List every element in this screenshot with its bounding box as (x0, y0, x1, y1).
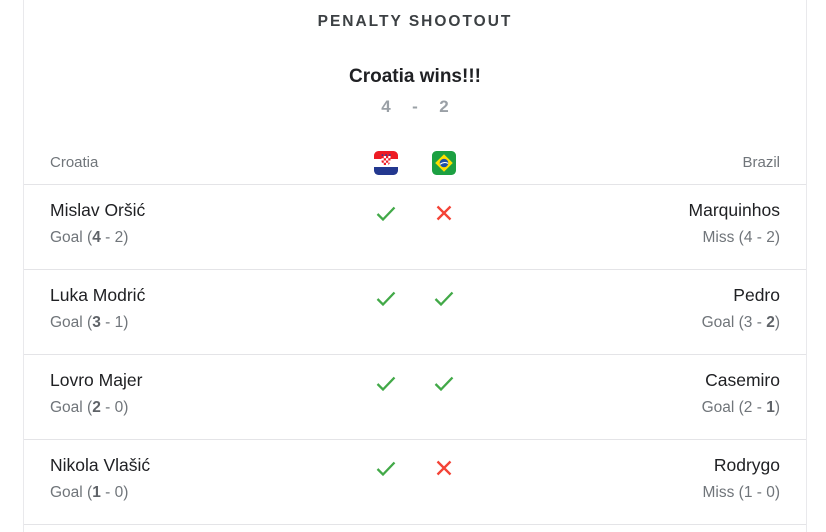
away-shot-result: Goal (3 - 2) (701, 314, 780, 331)
away-player-name: Marquinhos (688, 200, 780, 220)
score-separator: - (412, 97, 418, 116)
home-player-name: Luka Modrić (50, 285, 146, 305)
home-player-name: Nikola Vlašić (50, 455, 151, 475)
shot-row: Mislav Oršić Goal (4 - 2) Marquinhos Mis… (24, 185, 806, 270)
shot-row: Nikola Vlašić Goal (1 - 0) Rodrygo Miss … (24, 440, 806, 525)
away-shot-mark (432, 201, 456, 225)
home-team-label: Croatia (50, 154, 99, 171)
croatia-flag-icon (374, 150, 398, 175)
away-score: 2 (439, 97, 449, 116)
miss-cross-icon (436, 460, 452, 476)
shootout-title: PENALTY SHOOTOUT (317, 13, 513, 30)
away-player-name: Casemiro (705, 370, 780, 390)
home-shot-result: Goal (4 - 2) (50, 229, 129, 246)
team-header-row: Croatia (24, 141, 806, 185)
home-shot-mark (374, 456, 398, 480)
away-player-name: Pedro (733, 285, 780, 305)
home-shot-mark (374, 371, 398, 395)
goal-check-icon (376, 461, 396, 477)
goal-check-icon (434, 291, 454, 307)
home-player-name: Mislav Oršić (50, 200, 146, 220)
winner-text: Croatia wins!!! (349, 66, 481, 87)
away-shot-result: Miss (4 - 2) (702, 229, 781, 246)
aggregate-score: 4 - 2 (24, 97, 806, 117)
goal-check-icon (434, 376, 454, 392)
shot-row: Luka Modrić Goal (3 - 1) Pedro Goal (3 -… (24, 270, 806, 355)
shot-row: Lovro Majer Goal (2 - 0) Casemiro Goal (… (24, 355, 806, 440)
goal-check-icon (376, 206, 396, 222)
home-player-name: Lovro Majer (50, 370, 143, 390)
home-shot-result: Goal (2 - 0) (50, 399, 129, 416)
away-shot-mark (432, 371, 456, 395)
goal-check-icon (376, 376, 396, 392)
home-shot-result: Goal (1 - 0) (50, 484, 129, 501)
away-shot-result: Goal (2 - 1) (701, 399, 780, 416)
home-shot-mark (374, 286, 398, 310)
away-player-name: Rodrygo (713, 455, 780, 475)
away-shot-mark (432, 286, 456, 310)
home-score: 4 (381, 97, 391, 116)
penalty-shootout-card: PENALTY SHOOTOUT Croatia wins!!! 4 - 2 C… (23, 0, 807, 532)
away-team-label: Brazil (742, 154, 780, 171)
flag-columns (374, 150, 456, 175)
home-shot-mark (374, 201, 398, 225)
miss-cross-icon (436, 205, 452, 221)
brazil-flag-icon (432, 150, 456, 175)
away-shot-result: Miss (1 - 0) (702, 484, 781, 501)
goal-check-icon (376, 291, 396, 307)
home-shot-result: Goal (3 - 1) (50, 314, 129, 331)
away-shot-mark (432, 456, 456, 480)
